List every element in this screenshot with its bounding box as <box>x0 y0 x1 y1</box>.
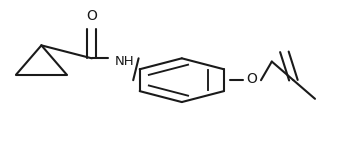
Text: NH: NH <box>114 55 134 68</box>
Text: O: O <box>247 72 257 86</box>
Text: O: O <box>86 9 97 23</box>
